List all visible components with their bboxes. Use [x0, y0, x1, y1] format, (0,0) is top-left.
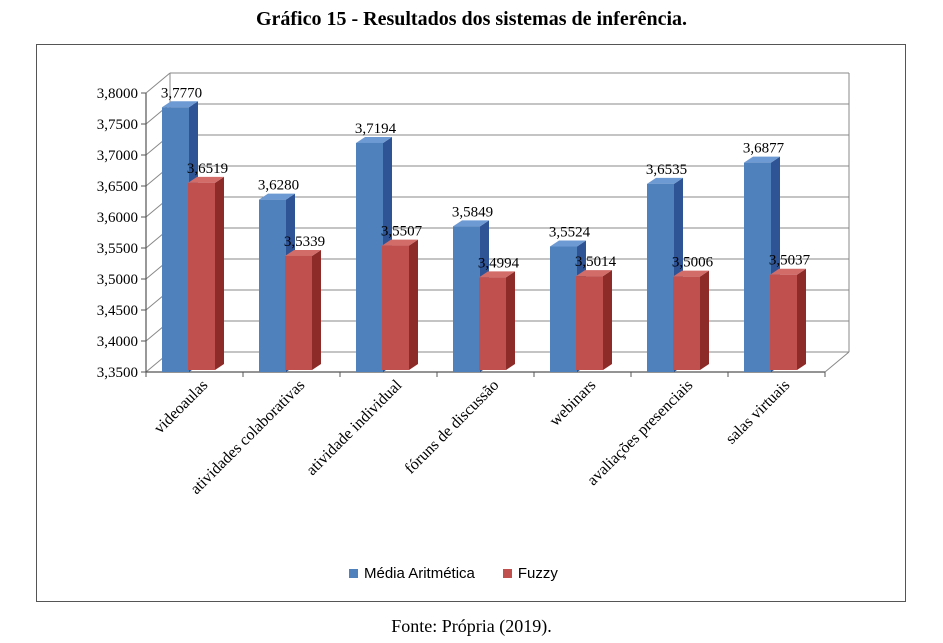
bar-side-fuzzy: [797, 268, 806, 370]
bar-top-fuzzy: [479, 271, 515, 278]
data-label-media: 3,6877: [743, 141, 785, 157]
data-label-fuzzy: 3,5006: [672, 255, 714, 271]
x-tick-label: webinars: [546, 377, 599, 430]
y-tick-label: 3,7500: [97, 117, 138, 133]
bar-side-fuzzy: [312, 249, 321, 370]
data-label-fuzzy: 3,5014: [575, 254, 617, 270]
data-label-fuzzy: 3,5507: [381, 224, 423, 240]
bar-top-fuzzy: [285, 249, 321, 256]
y-tick-label: 3,5500: [97, 241, 138, 257]
bar-side-fuzzy: [409, 239, 418, 370]
data-label-fuzzy: 3,5339: [284, 234, 325, 250]
x-tick-label: videoaulas: [151, 377, 211, 437]
data-label-media: 3,6535: [646, 162, 687, 178]
chart-legend: Média Aritmética Fuzzy: [349, 565, 558, 582]
y-tick-label: 3,8000: [97, 86, 138, 102]
chart-source: Fonte: Própria (2019).: [391, 616, 552, 636]
bar-fuzzy: [188, 182, 215, 370]
chart-frame: 3,3500 3,4000 3,4500 3,5000 3,5500 3,6000 3,65…: [36, 44, 906, 602]
bar-side-fuzzy: [506, 271, 515, 370]
chart-caption-title: Gráfico 15 - Resultados dos sistemas de …: [255, 8, 688, 30]
data-label-fuzzy: 3,5037: [769, 253, 811, 269]
bar-top-fuzzy: [382, 239, 418, 246]
bar-top-fuzzy: [188, 176, 224, 183]
bar-top-fuzzy: [673, 270, 709, 277]
bar-fuzzy: [479, 277, 506, 370]
data-label-fuzzy: 3,4994: [478, 255, 520, 271]
y-tick-label: 3,6000: [97, 210, 138, 226]
y-tick-label: 3,4000: [97, 334, 138, 350]
bar-media: [162, 107, 189, 372]
data-label-fuzzy: 3,6519: [187, 161, 228, 177]
data-label-media: 3,6280: [258, 178, 299, 194]
x-tick-label: fóruns de discussão: [402, 377, 503, 478]
bar-top-media: [744, 156, 780, 163]
y-tick-label: 3,6500: [97, 179, 138, 195]
bar-media: [647, 183, 674, 372]
bar-side-fuzzy: [215, 176, 224, 370]
bar-media: [453, 226, 480, 372]
x-tick-label: avaliações presenciais: [584, 377, 696, 489]
x-tick-label: atividades colaborativas: [187, 377, 308, 498]
bar-fuzzy: [770, 274, 797, 370]
legend-label-media: Média Aritmética: [364, 565, 475, 582]
legend-item-fuzzy: Fuzzy: [502, 565, 558, 582]
bar-top-media: [356, 136, 392, 143]
data-label-media: 3,5524: [549, 225, 591, 241]
y-tick-label: 3,5000: [97, 272, 138, 288]
bar-side-fuzzy: [603, 270, 612, 370]
bar-top-fuzzy: [576, 270, 612, 277]
bar-side-fuzzy: [700, 270, 709, 370]
gridline-side: [145, 72, 171, 94]
bar-chart: 3,3500 3,4000 3,4500 3,5000 3,5500 3,6000 3,65…: [97, 72, 850, 498]
legend-swatch-media: [349, 569, 358, 578]
y-tick-label: 3,3500: [97, 365, 138, 381]
legend-label-fuzzy: Fuzzy: [517, 565, 558, 582]
bar-top-media: [647, 177, 683, 184]
data-label-media: 3,5849: [452, 204, 493, 220]
floor-right-edge: [824, 351, 850, 373]
data-label-media: 3,7194: [355, 121, 397, 137]
bar-top-media: [550, 240, 586, 247]
bar-top-media: [162, 101, 198, 108]
bar-media: [550, 246, 577, 372]
bar-media: [259, 199, 286, 372]
x-tick-label: atividade individual: [303, 376, 406, 479]
x-tick-label: salas virtuais: [723, 377, 794, 448]
bar-top-media: [259, 193, 295, 200]
y-tick-label: 3,4500: [97, 303, 138, 319]
y-tick-label: 3,7000: [97, 148, 138, 164]
data-label-media: 3,7770: [161, 85, 202, 101]
legend-swatch-fuzzy: [502, 569, 512, 578]
bar-fuzzy: [285, 255, 312, 370]
bar-top-fuzzy: [770, 268, 806, 275]
bar-fuzzy: [576, 276, 603, 370]
bar-fuzzy: [382, 245, 409, 370]
bar-fuzzy: [673, 276, 700, 370]
bar-media: [744, 162, 771, 372]
legend-item-media: Média Aritmética: [349, 565, 475, 582]
bar-media: [356, 142, 383, 372]
bar-top-media: [453, 220, 489, 227]
